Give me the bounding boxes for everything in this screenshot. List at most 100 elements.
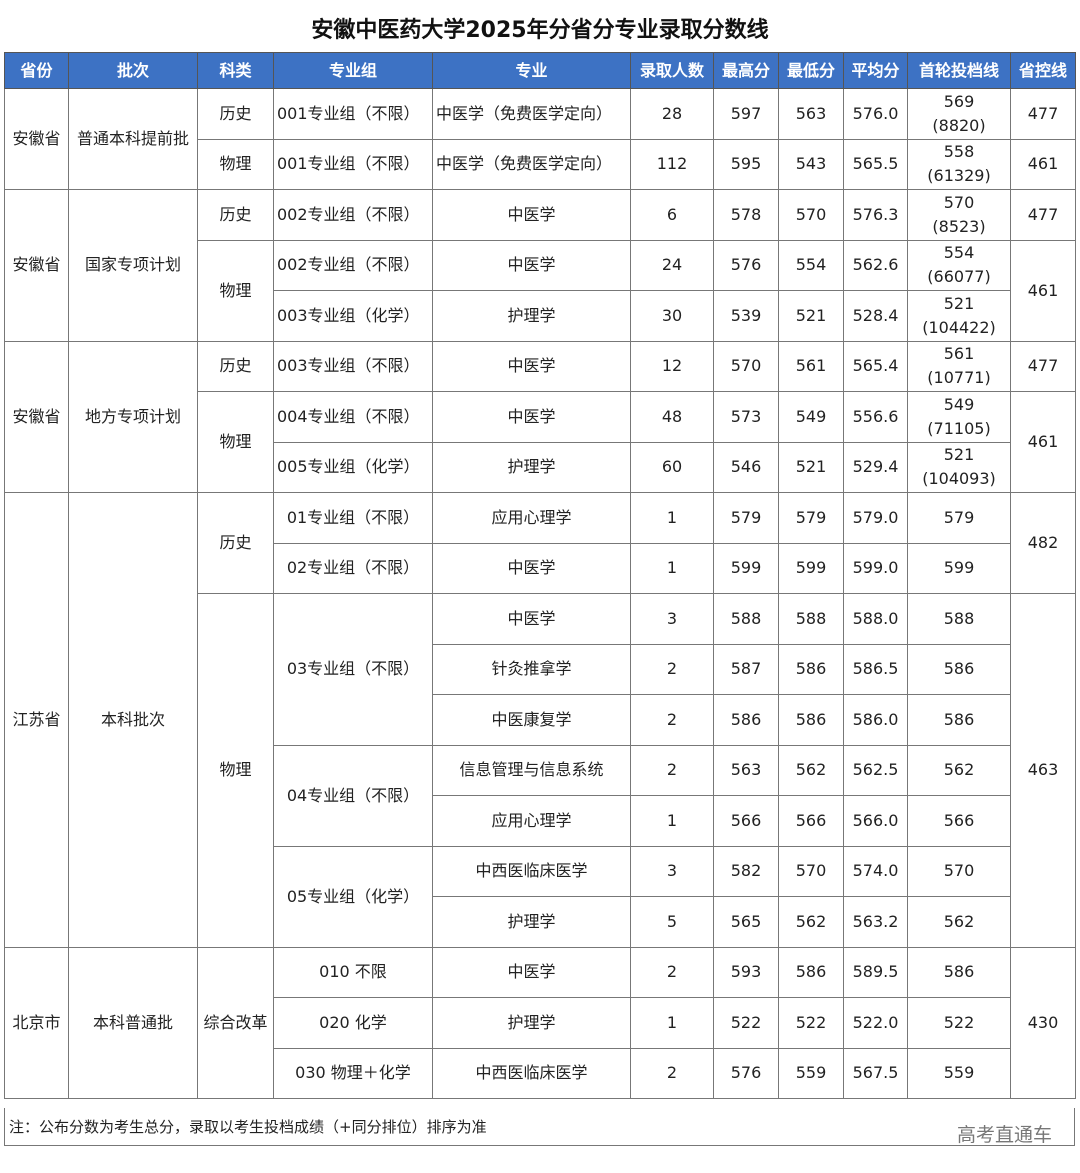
table-cell: 563 [778,88,844,140]
column-header: 省控线 [1010,52,1076,89]
table-cell: 563.2 [843,896,908,948]
table-cell: 565.4 [843,340,908,392]
table-cell: 普通本科提前批 [68,88,198,190]
table-cell: 586 [907,946,1011,998]
table-cell: 579 [713,492,779,544]
table-cell: 562 [907,896,1011,948]
table-cell: 565 [713,896,779,948]
table-cell: 576.0 [843,88,908,140]
table-cell: 中医学 [432,189,631,241]
table-cell: 570 [907,845,1011,897]
table-cell: 30 [630,290,714,342]
table-cell: 597 [713,88,779,140]
table-cell: 005专业组（化学） [273,441,433,493]
table-cell: 010 不限 [273,946,433,998]
table-cell: 561 [778,340,844,392]
table-cell: 003专业组（化学） [273,290,433,342]
table-cell: 566.0 [843,795,908,847]
table-cell: 历史 [197,189,274,241]
table-cell: 历史 [197,492,274,594]
table-cell: 北京市 [4,946,69,1099]
table-cell: 558 (61329) [907,138,1011,190]
table-cell: 561 (10771) [907,340,1011,392]
column-header: 平均分 [843,52,908,89]
table-cell: 2 [630,1047,714,1099]
table-cell: 安徽省 [4,189,69,342]
table-row: 物理 03专业组（不限） 中医学 3 588 588 588.0 588 463 [5,593,1076,948]
table-cell: 6 [630,189,714,241]
table-row: 005专业组（化学） 护理学 60 546 521 529.4 521 (104093) [5,441,1076,493]
cell-line: 549 [943,394,975,414]
table-cell: 004专业组（不限） [273,391,433,443]
table-row: 安徽省 国家专项计划 历史 002专业组（不限） 中医学 6 578 570 576.3 570(… [4,189,1076,342]
table-cell: 003专业组（不限） [273,340,433,392]
table-cell: 586 [778,643,844,695]
table-cell: 570 [778,845,844,897]
cell-line: 558 [943,142,975,162]
table-cell: 574.0 [843,845,908,897]
table-cell: 针灸推拿学 [432,643,631,695]
table-cell: 586.5 [843,643,908,695]
table-row: 003专业组（化学） 护理学 30 539 521 528.4 521 (104422) [5,290,1076,342]
table-row: 江苏省 本科批次 历史 01专业组（不限） 应用心理学 1 579 579 579.0 579 48… [4,492,1076,948]
table-cell: 本科普通批 [68,946,198,1099]
cell-line: 561 [943,344,975,364]
table-cell: 586 [713,694,779,746]
table-cell: 570 [713,340,779,392]
table-cell: 578 [713,189,779,241]
table-cell: 2 [630,946,714,998]
table-cell: 522 [778,997,844,1049]
cell-line: 521 [943,445,975,465]
table-cell: 562 [778,744,844,796]
table-cell: 应用心理学 [432,492,631,544]
table-cell: 03专业组（不限） [273,593,433,746]
table-cell: 地方专项计划 [68,340,198,493]
table-cell: 综合改革 [197,946,274,1099]
table-cell: 586 [907,643,1011,695]
table-cell: 554 [778,239,844,291]
table-cell: 588 [907,593,1011,645]
table-cell: 应用心理学 [432,795,631,847]
table-cell: 599 [713,542,779,594]
table-cell: 461 [1010,239,1076,342]
cell-line: 569 [943,91,975,111]
table-cell: 477 [1010,340,1076,392]
table-row: 物理 004专业组（不限） 中医学 48 573 549 556.6 549 (71105) 46… [5,391,1076,493]
table-cell: 中医学 [432,542,631,594]
table-cell: 569 (8820) [907,88,1011,140]
table-cell: 595 [713,138,779,190]
table-cell: 521 (104093) [907,441,1011,493]
cell-line: (104093) [922,469,996,489]
table-cell: 566 [778,795,844,847]
table-cell: 001专业组（不限） [273,88,433,140]
table-cell: 1 [630,795,714,847]
table-row: 030 物理＋化学 中西医临床医学 2 576 559 567.5 559 [5,1047,1076,1099]
table-cell: 60 [630,441,714,493]
table-cell: 528.4 [843,290,908,342]
table-cell: 030 物理＋化学 [273,1047,433,1099]
table-cell: 05专业组（化学） [273,845,433,948]
table-row: 针灸推拿学 2 587 586 586.5 586 [5,643,1076,695]
table-cell: 护理学 [432,896,631,948]
table-cell: 521 (104422) [907,290,1011,342]
table-cell: 2 [630,643,714,695]
table-row: 北京市 本科普通批 综合改革 010 不限 中医学 2 593 586 589.5 586 430 [4,946,1076,1099]
table-cell: 556.6 [843,391,908,443]
table-cell: 1 [630,492,714,544]
table-cell: 中医学 [432,340,631,392]
page-title: 安徽中医药大学2025年分省分专业录取分数线 [311,18,769,43]
table-cell: 112 [630,138,714,190]
table-cell: 522 [907,997,1011,1049]
column-header: 首轮投档线 [907,52,1011,89]
table-cell: 570 [778,189,844,241]
table-cell: 586 [907,694,1011,746]
table-cell: 576.3 [843,189,908,241]
table-cell: 579.0 [843,492,908,544]
cell-line: (8523) [932,216,986,236]
table-cell: 588.0 [843,593,908,645]
table-cell: 物理 [197,593,274,948]
table-row: 05专业组（化学） 中西医临床医学 3 582 570 574.0 570 [5,845,1076,948]
table-cell: 48 [630,391,714,443]
table-cell: 582 [713,845,779,897]
table-cell: 587 [713,643,779,695]
